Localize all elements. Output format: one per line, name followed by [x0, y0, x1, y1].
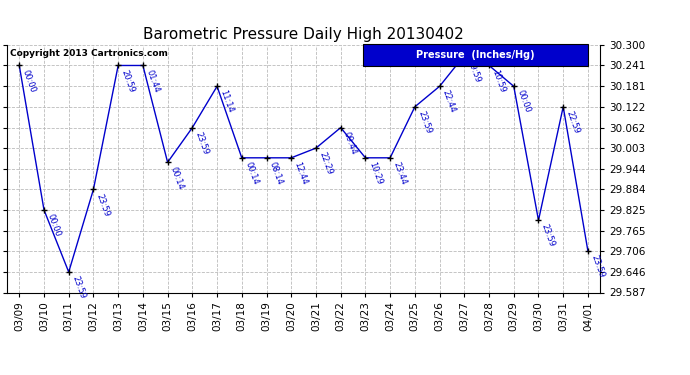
Text: 11:14: 11:14 [219, 89, 235, 114]
Text: 20:59: 20:59 [119, 68, 136, 94]
Text: 08:14: 08:14 [268, 160, 284, 186]
Text: 01:44: 01:44 [144, 68, 161, 94]
Text: 23:59: 23:59 [589, 254, 606, 279]
Text: 10:29: 10:29 [367, 160, 384, 186]
Text: 00:14: 00:14 [243, 160, 259, 186]
Text: 22:29: 22:29 [317, 151, 334, 176]
Text: 23:59: 23:59 [194, 130, 210, 156]
Text: 22:59: 22:59 [564, 110, 581, 135]
Text: 23:59: 23:59 [70, 275, 87, 300]
Text: 00:00: 00:00 [21, 68, 37, 94]
Text: 23:44: 23:44 [391, 160, 408, 186]
Text: 00:00: 00:00 [515, 89, 532, 114]
Text: 09:44: 09:44 [342, 130, 359, 156]
Text: 23:59: 23:59 [540, 223, 557, 249]
Text: 23:59: 23:59 [416, 110, 433, 135]
Text: Copyright 2013 Cartronics.com: Copyright 2013 Cartronics.com [10, 49, 168, 58]
Text: 09:59: 09:59 [466, 58, 482, 84]
Title: Barometric Pressure Daily High 20130402: Barometric Pressure Daily High 20130402 [144, 27, 464, 42]
Text: Pressure  (Inches/Hg): Pressure (Inches/Hg) [416, 50, 535, 60]
Text: 00:00: 00:00 [46, 213, 62, 238]
Text: 10:59: 10:59 [491, 68, 507, 94]
Text: 23:59: 23:59 [95, 192, 112, 218]
Text: 22:44: 22:44 [441, 89, 457, 114]
Text: 00:14: 00:14 [169, 165, 186, 190]
Text: 12:44: 12:44 [293, 160, 309, 186]
Bar [363, 44, 589, 66]
